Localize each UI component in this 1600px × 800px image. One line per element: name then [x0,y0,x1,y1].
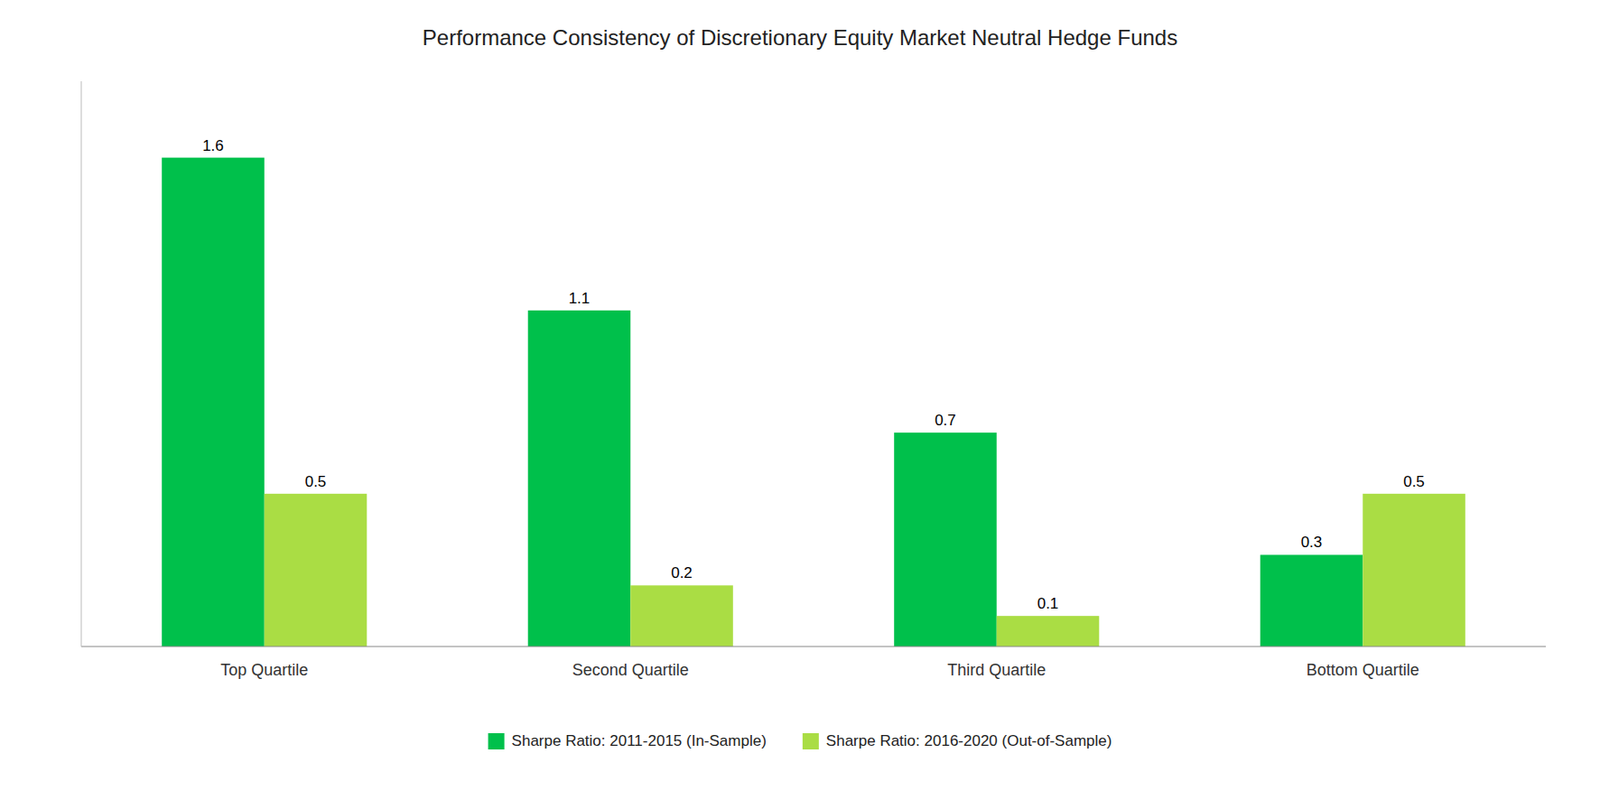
title: Performance Consistency of Discretionary… [422,25,1178,50]
x-tick-label: Second Quartile [572,660,689,680]
data-label: 0.3 [1301,533,1323,551]
y-axis-line [81,81,83,647]
x-tick-label: Top Quartile [220,660,308,680]
legend-label: Sharpe Ratio: 2016-2020 (Out-of-Sample) [826,732,1113,750]
legend: Sharpe Ratio: 2011-2015 (In-Sample) Sharp… [488,732,1113,750]
bar [528,310,632,647]
legend-item: Sharpe Ratio: 2016-2020 (Out-of-Sample) [802,732,1113,750]
data-label: 0.5 [305,473,327,491]
x-axis-line [81,646,1546,648]
bar [264,493,368,647]
x-tick-label: Third Quartile [947,660,1046,680]
data-label: 0.2 [670,564,693,582]
legend-item: Sharpe Ratio: 2011-2015 (In-Sample) [488,732,767,750]
x-tick-label: Bottom Quartile [1306,660,1420,680]
data-label: 0.7 [934,411,957,429]
bar [161,158,265,647]
data-label: 0.1 [1037,595,1060,613]
chart-svg: Performance Consistency of Discretionary… [0,0,1600,800]
data-label: 1.6 [202,137,224,155]
data-labels: 1.6 1.1 0.7 0.3 0.5 0.2 0.1 0.5 [202,137,1425,614]
bar [893,432,997,647]
bars [161,158,1466,647]
legend-swatch [802,733,819,750]
bar [1260,554,1364,647]
data-label: 1.1 [568,289,591,307]
chart-container: Performance Consistency of Discretionary… [0,0,1600,800]
data-label: 0.5 [1403,473,1425,491]
bar [996,615,1100,647]
legend-label: Sharpe Ratio: 2011-2015 (In-Sample) [511,732,767,750]
bar [630,585,734,647]
legend-swatch [488,733,505,750]
bar [1362,493,1466,647]
